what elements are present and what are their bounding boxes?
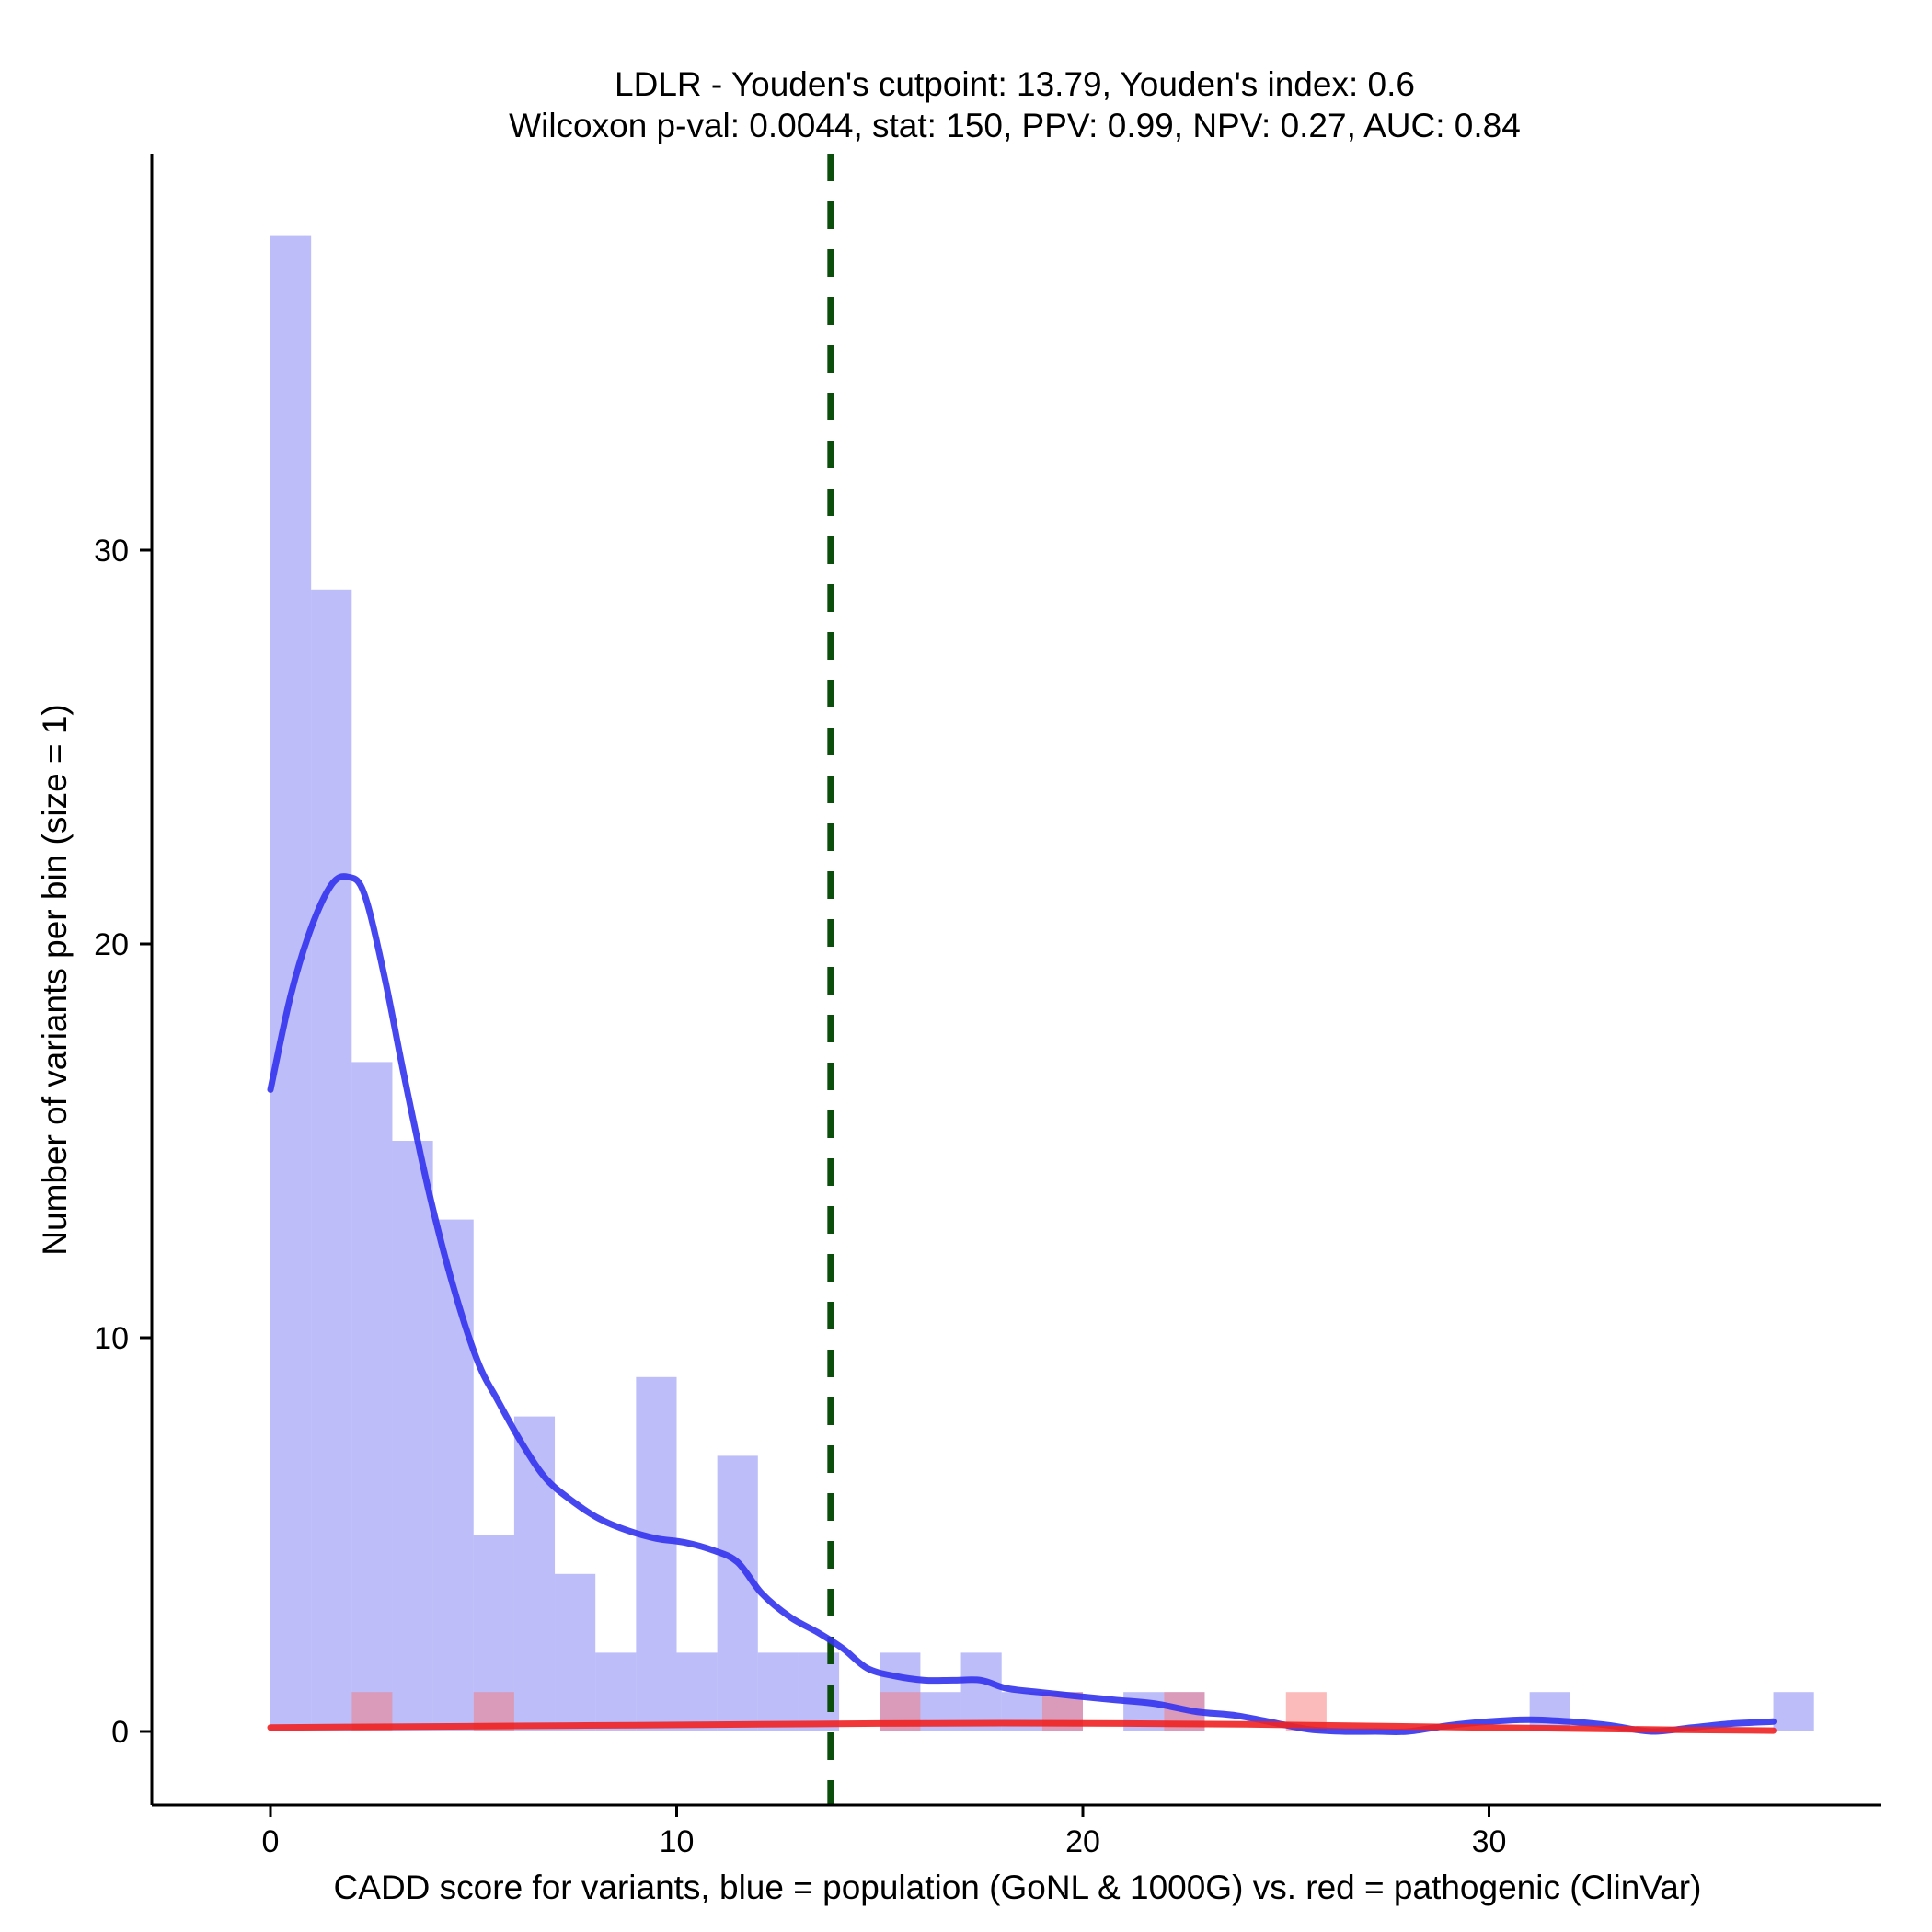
y-tick-label-10: 10	[94, 1321, 129, 1356]
x-tick-label-30: 30	[1472, 1824, 1507, 1859]
ticks: 0 10 20 30 0 10 20 30	[94, 534, 1506, 1859]
population-bar-9	[636, 1376, 677, 1731]
population-bar-2	[351, 1062, 393, 1731]
y-tick-label-0: 0	[111, 1715, 129, 1750]
x-axis-label: CADD score for variants, blue = populati…	[334, 1869, 1702, 1906]
population-bar-8	[595, 1652, 637, 1731]
population-bar-1	[311, 589, 352, 1731]
population-bar-3	[392, 1141, 433, 1731]
population-bars	[270, 235, 1814, 1732]
y-axis-label: Number of variants per bin (size = 1)	[36, 704, 74, 1255]
x-tick-label-0: 0	[262, 1824, 280, 1859]
population-bar-31	[1529, 1692, 1570, 1731]
population-bar-11	[717, 1455, 758, 1731]
pathogenic-density-curve	[267, 1719, 1777, 1734]
axes	[150, 154, 1881, 1807]
chart-subtitle: Wilcoxon p-val: 0.0044, stat: 150, PPV: …	[509, 107, 1521, 144]
chart-title: LDLR - Youden's cutpoint: 13.79, Youden'…	[615, 65, 1415, 103]
population-bar-6	[513, 1416, 556, 1731]
population-bar-17	[960, 1652, 1002, 1731]
population-bar-12	[757, 1652, 799, 1731]
density-curves	[267, 873, 1777, 1735]
population-bar-7	[555, 1573, 596, 1731]
population-bar-37	[1773, 1692, 1814, 1731]
y-tick-label-30: 30	[94, 534, 129, 569]
population-bar-10	[676, 1652, 718, 1731]
x-tick-label-10: 10	[660, 1824, 695, 1859]
x-tick-label-20: 20	[1065, 1824, 1100, 1859]
y-tick-label-20: 20	[94, 927, 129, 962]
population-bar-4	[432, 1219, 474, 1731]
